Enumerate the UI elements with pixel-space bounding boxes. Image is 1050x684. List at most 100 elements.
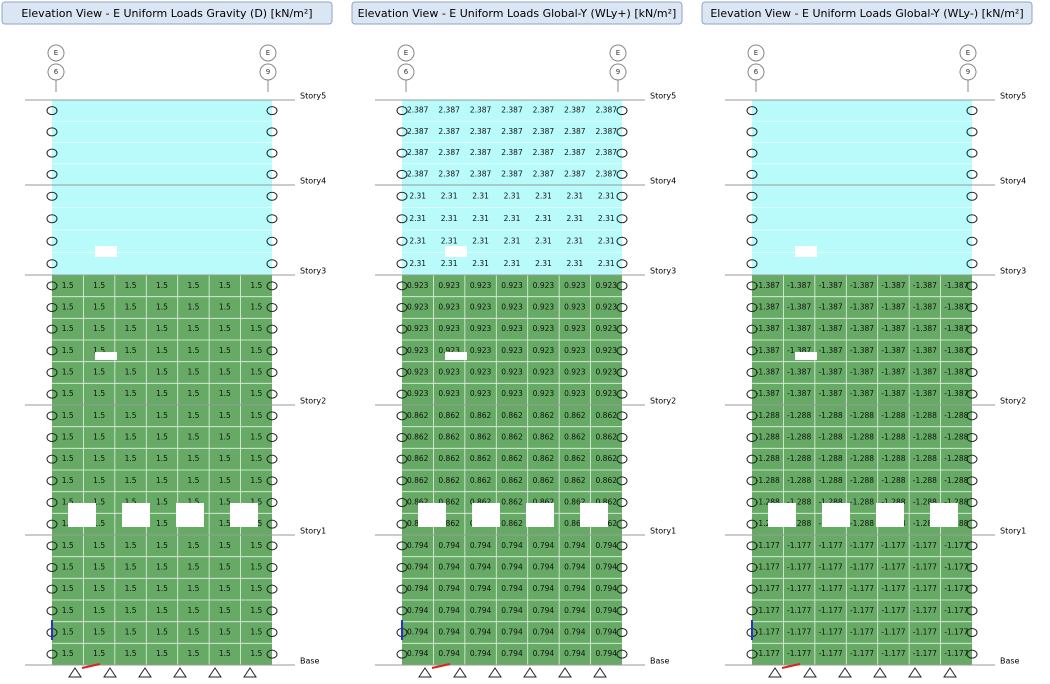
load-value: 0.794 <box>407 606 429 615</box>
load-value: 1.5 <box>93 411 105 420</box>
load-value: -1.177 <box>787 606 811 615</box>
load-value: -1.177 <box>818 584 842 593</box>
view-tab[interactable] <box>1 1 333 25</box>
load-value: -1.288 <box>913 411 937 420</box>
load-value: 0.923 <box>407 368 429 377</box>
load-value: 1.5 <box>62 498 74 507</box>
view-tab[interactable] <box>351 1 683 25</box>
load-value: -1.177 <box>944 606 968 615</box>
load-value: 2.31 <box>441 191 458 200</box>
load-value: 0.923 <box>533 368 555 377</box>
hinge <box>746 519 758 529</box>
hinge <box>396 214 408 224</box>
hinge <box>266 433 278 442</box>
load-value: -1.387 <box>818 281 842 290</box>
load-value: 1.5 <box>125 411 137 420</box>
load-value: 1.5 <box>219 584 231 593</box>
hinge <box>396 411 408 421</box>
grid-label: E <box>966 49 970 57</box>
load-value: 1.5 <box>156 454 168 463</box>
story-label: Story5 <box>300 92 326 101</box>
hinge <box>616 169 628 179</box>
opening <box>418 503 446 527</box>
hinge <box>46 454 58 464</box>
load-value: -1.288 <box>756 498 780 507</box>
hinge <box>46 148 58 158</box>
support <box>593 667 607 678</box>
load-value: 0.862 <box>533 476 555 485</box>
grid-label: E <box>616 49 620 57</box>
hinge <box>46 214 58 224</box>
load-value: -1.177 <box>881 649 905 658</box>
opening <box>580 503 608 527</box>
load-value: 1.5 <box>219 519 231 528</box>
hinge <box>396 584 408 594</box>
load-value: 2.31 <box>472 191 489 200</box>
load-value: 2.387 <box>596 127 618 136</box>
hinge <box>616 606 628 616</box>
opening <box>445 246 467 257</box>
story-label: Story4 <box>650 177 676 186</box>
load-value: -1.387 <box>881 346 905 355</box>
hinge <box>396 541 408 551</box>
load-value: -1.288 <box>944 411 968 420</box>
load-value: -1.177 <box>756 584 780 593</box>
load-value: 0.862 <box>407 411 429 420</box>
load-value: 2.31 <box>472 259 489 268</box>
load-value: 1.5 <box>62 368 74 377</box>
tab-title: Elevation View - E Uniform Loads Gravity… <box>21 7 312 20</box>
hinge <box>46 259 58 269</box>
load-value: 1.5 <box>62 476 74 485</box>
load-value: -1.288 <box>881 454 905 463</box>
load-value: 1.5 <box>187 368 199 377</box>
load-value: 1.5 <box>62 628 74 637</box>
view-tab[interactable] <box>701 1 1033 25</box>
hinge <box>396 476 408 486</box>
load-value: 1.5 <box>250 389 262 398</box>
load-value: -1.177 <box>850 628 874 637</box>
load-value: 1.5 <box>156 584 168 593</box>
load-value: 0.794 <box>564 563 586 572</box>
load-value: -1.288 <box>787 519 811 528</box>
hinge <box>46 584 58 594</box>
load-value: -1.288 <box>756 454 780 463</box>
load-value: -1.288 <box>913 454 937 463</box>
load-value: 0.794 <box>501 563 523 572</box>
load-value: 0.862 <box>438 519 460 528</box>
load-value: 0.923 <box>564 303 586 312</box>
hinge <box>616 433 628 442</box>
load-value: -1.177 <box>756 628 780 637</box>
hinge <box>966 127 978 137</box>
hinge <box>966 498 978 507</box>
hinge <box>616 214 628 224</box>
load-value: 2.387 <box>564 106 586 115</box>
hinge <box>46 236 58 246</box>
hinge <box>616 628 628 637</box>
load-value: 1.5 <box>187 324 199 333</box>
load-value: 2.387 <box>501 148 523 157</box>
load-value: 0.794 <box>501 584 523 593</box>
hinge <box>266 563 278 572</box>
load-value: 1.5 <box>250 476 262 485</box>
hinge <box>746 191 758 201</box>
hinge <box>616 368 628 377</box>
load-value: 0.862 <box>596 476 618 485</box>
load-value: 0.923 <box>470 346 492 355</box>
load-value: -1.288 <box>756 476 780 485</box>
load-value: 0.794 <box>407 541 429 550</box>
hinge <box>616 454 628 464</box>
grid-number: 6 <box>404 68 409 76</box>
load-value: -1.288 <box>756 411 780 420</box>
load-value: -1.387 <box>756 303 780 312</box>
support <box>838 667 852 678</box>
load-value: 1.5 <box>187 649 199 658</box>
load-value: -1.177 <box>881 628 905 637</box>
load-value: 2.31 <box>472 236 489 245</box>
hinge <box>966 563 978 572</box>
support <box>943 667 957 678</box>
load-value: 1.5 <box>219 346 231 355</box>
hinge <box>746 303 758 312</box>
load-value: -1.288 <box>818 433 842 442</box>
hinge <box>746 584 758 594</box>
load-value: -1.288 <box>944 433 968 442</box>
